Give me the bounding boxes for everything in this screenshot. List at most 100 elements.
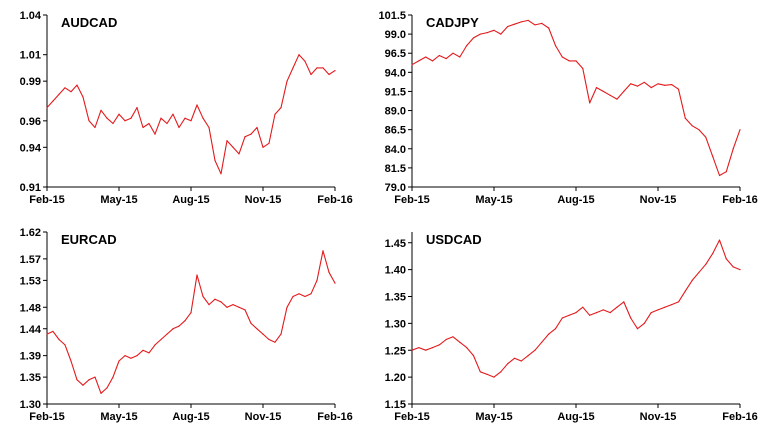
data-point [431,347,434,349]
data-point [493,29,495,31]
data-point [691,279,693,281]
data-point [466,347,468,349]
data-point [280,107,282,109]
data-point [561,56,563,58]
y-tick-label: 1.01 [20,50,41,62]
data-point [58,93,60,95]
data-point [582,67,584,70]
y-tick-label: 1.20 [385,372,406,384]
chart-usdcad: 1.15 1.20 1.25 1.30 1.35 1.40 1.45 Feb-15 May-15… [385,232,758,423]
data-point [334,70,336,72]
data-point [304,60,306,62]
x-tick-label: Feb-16 [317,411,352,423]
data-point [425,349,427,351]
data-point [82,96,84,98]
data-point [232,304,234,306]
x-tick-label: Aug-15 [557,194,594,206]
data-point [425,56,427,58]
y-tick-label: 1.62 [20,227,41,239]
data-point [575,312,577,314]
data-point [602,90,604,92]
data-point [178,325,180,327]
y-tick-label: 1.57 [20,254,41,266]
data-point [94,376,96,378]
y-tick-label: 1.39 [20,351,41,363]
y-tick-label: 1.44 [20,324,42,336]
x-tick-label: May-15 [475,194,512,206]
data-point [657,309,659,311]
data-point [589,314,591,316]
x-tick-label: Feb-15 [29,194,64,206]
y-tick-label: 94.0 [385,67,406,79]
y-tick-label: 1.25 [385,345,406,357]
data-point [88,379,90,381]
data-point [527,355,529,357]
data-point [534,24,536,26]
data-point [190,120,192,122]
data-point [554,45,557,47]
y-tick-label: 1.35 [20,372,41,384]
data-point [630,83,632,85]
data-point [684,117,686,119]
data-point [262,146,264,148]
data-point [513,357,516,359]
data-point [548,333,550,335]
y-tick-label: 86.5 [385,125,406,137]
data-point [256,328,258,330]
data-point [684,290,686,292]
data-point [691,125,693,127]
data-point [256,126,258,129]
y-tick-label: 1.15 [385,399,406,411]
data-point [64,87,66,89]
data-point [452,52,454,54]
data-point [274,341,276,343]
data-point [196,104,198,106]
y-tick-label: 1.48 [20,302,41,314]
data-point [316,67,318,69]
series-line-cadjpy [411,19,741,177]
data-point [438,54,440,57]
chart-cadjpy: 79.0 81.5 84.0 86.5 89.0 91.5 94.0 96.5 99.0 101.… [378,10,757,206]
data-point [575,60,577,62]
data-point [130,357,132,359]
y-tick-label: 1.30 [385,318,406,330]
data-point [190,312,192,314]
series-line-usdcad [411,239,741,378]
data-point [268,142,270,144]
data-point [452,336,454,338]
data-point [52,330,54,332]
data-point [202,295,204,298]
data-point [602,309,604,311]
data-point [657,83,659,85]
data-point [262,333,264,335]
data-point [298,293,300,295]
data-point [520,360,522,362]
data-point [184,320,186,322]
data-point [616,98,618,100]
data-point [725,258,727,260]
data-point [124,120,126,122]
data-point [466,45,468,47]
data-point [636,328,639,330]
data-point [100,109,102,111]
data-point [459,341,461,343]
data-point [554,328,557,330]
y-tick-label: 1.04 [20,10,42,22]
data-point [196,274,198,276]
data-point [548,27,550,29]
x-tick-label: Aug-15 [172,194,209,206]
data-point [698,271,700,273]
data-point [250,133,252,135]
data-point [705,263,707,265]
data-point [677,301,680,303]
data-point [238,306,240,308]
data-point [486,31,488,34]
data-point [630,317,632,319]
series-line-eurcad [46,250,336,394]
data-point [541,22,543,24]
data-point [232,146,234,148]
data-point [534,349,536,351]
data-point [130,117,132,119]
data-point [268,338,270,341]
data-point [705,136,707,138]
